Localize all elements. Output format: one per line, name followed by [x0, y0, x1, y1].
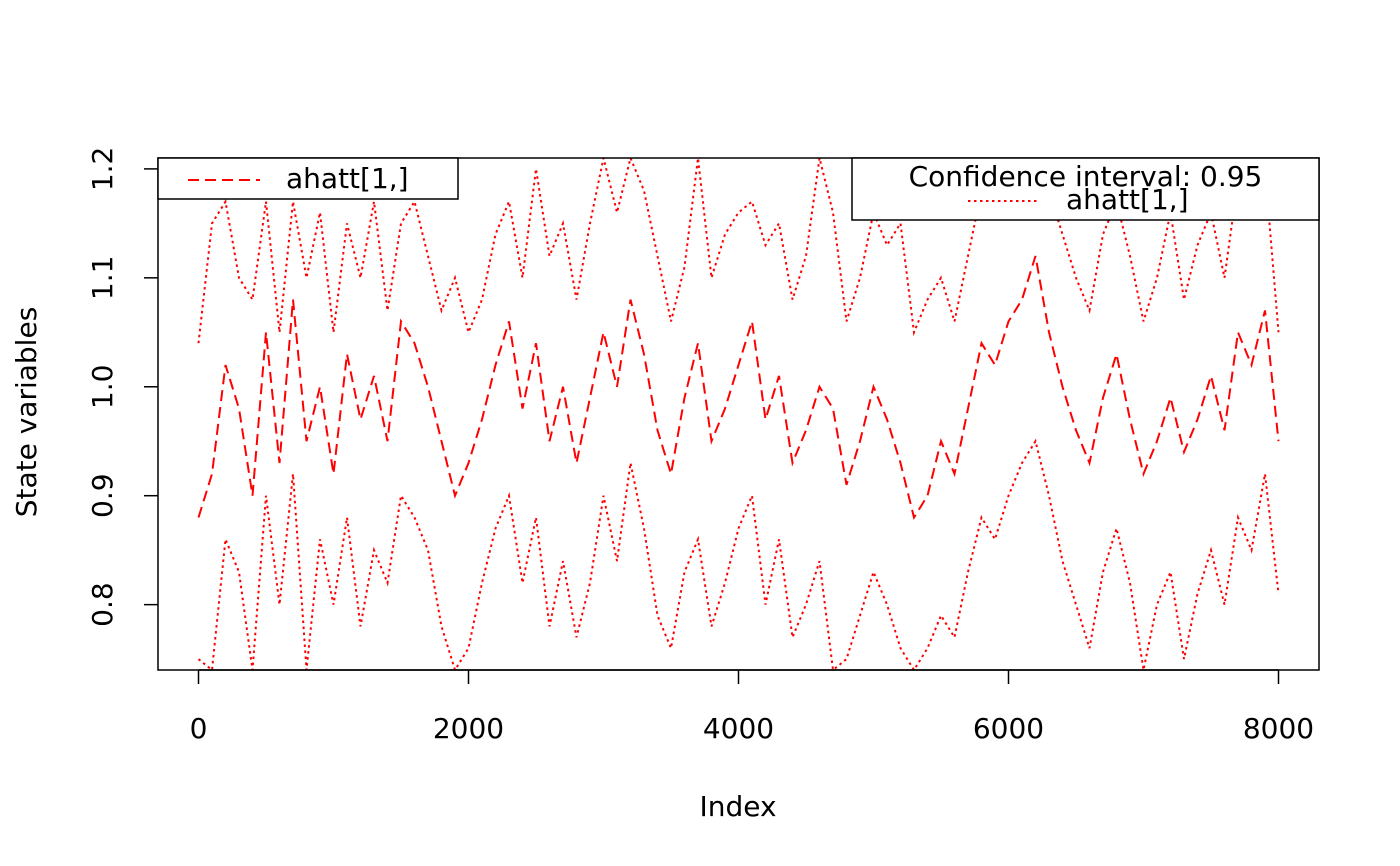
series-line-0 [197, 255, 1280, 521]
legend-label: ahatt[1,] [1066, 183, 1189, 216]
y-tick-label: 1.2 [86, 147, 119, 192]
legend-box [851, 157, 1320, 221]
legend-title: Confidence interval: 0.95 [909, 160, 1263, 193]
series-layer [197, 154, 1280, 673]
y-tick-label: 0.8 [86, 582, 119, 627]
x-axis: 0 2000 4000 6000 8000 [190, 669, 1314, 745]
x-tick-label: 0 [190, 712, 208, 745]
series-line-2 [197, 438, 1280, 673]
legend-label: ahatt[1,] [286, 162, 409, 195]
x-tick-label: 6000 [973, 712, 1044, 745]
x-axis-label: Index [699, 790, 776, 823]
y-tick-label: 1.1 [86, 256, 119, 301]
x-tick-label: 2000 [433, 712, 504, 745]
x-tick-label: 8000 [1243, 712, 1314, 745]
legend-box [157, 157, 459, 200]
y-axis-label: State variables [10, 307, 43, 518]
y-tick-label: 1.0 [86, 365, 119, 410]
x-tick-label: 4000 [703, 712, 774, 745]
legend-layer: ahatt[1,] Confidence interval: 0.95ahatt[… [157, 157, 1320, 221]
y-axis: 0.8 0.9 1.0 1.1 1.2 [86, 147, 158, 627]
y-tick-label: 0.9 [86, 473, 119, 518]
legend-top-left: ahatt[1,] [157, 157, 459, 200]
